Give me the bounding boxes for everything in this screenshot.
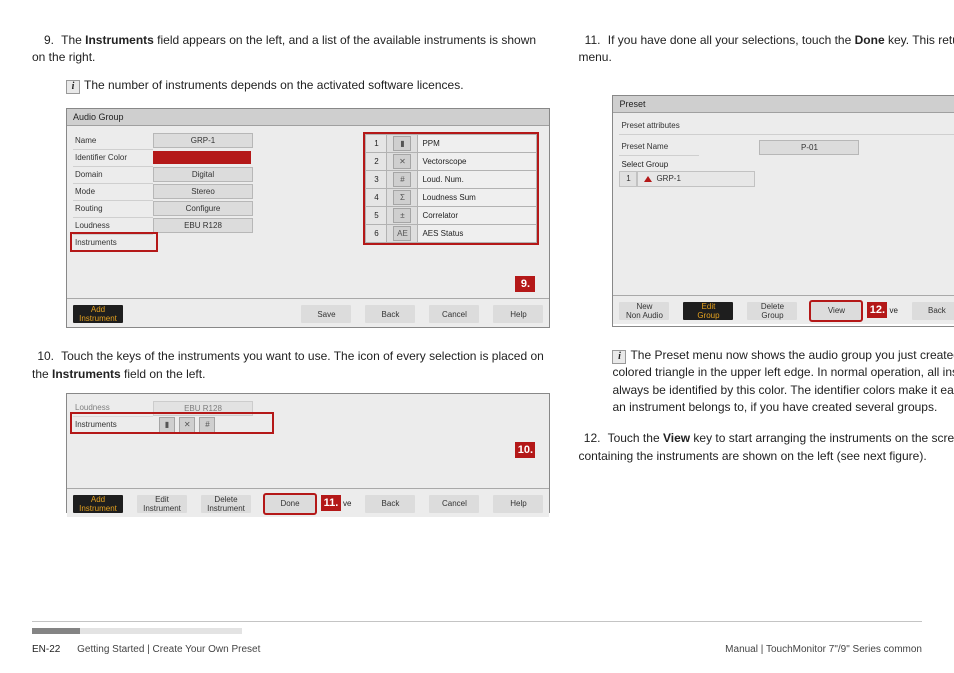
inst-num: 4 (366, 189, 387, 207)
value-preset-name[interactable]: P-01 (759, 140, 859, 155)
done-button[interactable]: Done (265, 495, 315, 513)
callout-11: 11. (321, 495, 341, 511)
left-column: 9. The Instruments field appears on the … (32, 32, 550, 621)
triangle-icon (644, 176, 652, 182)
ppm-icon: ▮ (393, 136, 411, 151)
bold-instruments: Instruments (52, 367, 121, 381)
step-text: Touch the (608, 431, 663, 445)
inst-loudnum[interactable]: Loud. Num. (418, 171, 537, 189)
note-11: iThe Preset menu now shows the audio gro… (612, 347, 954, 417)
new-non-audio-button[interactable]: New Non Audio (619, 302, 669, 320)
cancel-button[interactable]: Cancel (429, 495, 479, 513)
edit-instrument-button[interactable]: Edit Instrument (137, 495, 187, 513)
inst-num: 3 (366, 171, 387, 189)
step-text: menu. (578, 50, 611, 64)
page-number: EN-22 (32, 644, 60, 655)
cancel-button[interactable]: Cancel (429, 305, 479, 323)
panel-title: Audio Group (67, 109, 549, 126)
save-button[interactable]: Save (301, 305, 351, 323)
manual-title: Manual | TouchMonitor 7"/9" Series commo… (725, 644, 922, 655)
right-column: 11. If you have done all your selections… (578, 32, 954, 621)
edit-group-button[interactable]: Edit Group (683, 302, 733, 320)
note-text: The Preset menu now shows the audio grou… (612, 348, 954, 414)
correlator-icon: ± (393, 208, 411, 223)
step-number: 12. (578, 430, 600, 447)
instruments-field-highlight (70, 232, 158, 252)
view-button[interactable]: View (811, 302, 861, 320)
label-idcolor: Identifier Color (73, 149, 153, 167)
loudnum-icon: # (393, 172, 411, 187)
step-11: 11. If you have done all your selections… (578, 32, 954, 67)
step-9: 9. The Instruments field appears on the … (32, 32, 550, 67)
step-10: 10. Touch the keys of the instruments yo… (32, 348, 550, 383)
inst-loudsum[interactable]: Loudness Sum (418, 189, 537, 207)
note-9: i The number of instruments depends on th… (66, 77, 550, 94)
value-loudness[interactable]: EBU R128 (153, 218, 253, 233)
step-number: 9. (32, 32, 54, 49)
identifier-color-swatch[interactable] (153, 151, 251, 164)
select-group-label: Select Group (619, 156, 954, 171)
page-footer: EN-22 Getting Started | Create Your Own … (32, 621, 922, 655)
step-text: If you have done all your selections, to… (608, 33, 855, 47)
callout-12: 12. (867, 302, 887, 318)
callout-9: 9. (515, 276, 535, 292)
help-button[interactable]: Help (493, 305, 543, 323)
inst-num: 1 (366, 135, 387, 153)
progress-gauge (32, 628, 242, 634)
screenshot-instruments-selected: LoudnessEBU R128 Instruments ▮ ✕ # 10. (66, 393, 550, 513)
breadcrumb: Getting Started | Create Your Own Preset (77, 644, 260, 655)
inst-num: 6 (366, 225, 387, 243)
screenshot-audio-group: Audio Group NameGRP-1 Identifier Color D… (66, 108, 550, 328)
inst-ppm[interactable]: PPM (418, 135, 537, 153)
delete-instrument-button[interactable]: Delete Instrument (201, 495, 251, 513)
add-instrument-button[interactable]: Add Instrument (73, 495, 123, 513)
group-row-number: 1 (619, 171, 637, 187)
loudsum-icon: Σ (393, 190, 411, 205)
group-row-label: GRP-1 (656, 174, 680, 183)
delete-group-button[interactable]: Delete Group (747, 302, 797, 320)
info-icon: i (612, 350, 626, 364)
instruments-row-highlight (70, 412, 274, 434)
step-number: 10. (32, 348, 54, 365)
inst-num: 2 (366, 153, 387, 171)
callout-10: 10. (515, 442, 535, 458)
back-button[interactable]: Back (365, 495, 415, 513)
inst-num: 5 (366, 207, 387, 225)
covered-button-fragment: ve (889, 306, 897, 315)
info-icon: i (66, 80, 80, 94)
bold-instruments: Instruments (85, 33, 154, 47)
label-mode: Mode (73, 183, 153, 201)
aes-icon: AE (393, 226, 411, 241)
note-text: The number of instruments depends on the… (84, 78, 464, 92)
value-domain[interactable]: Digital (153, 167, 253, 182)
value-routing[interactable]: Configure (153, 201, 253, 216)
preset-attributes-label: Preset attributes (619, 119, 954, 135)
help-button[interactable]: Help (493, 495, 543, 513)
value-name[interactable]: GRP-1 (153, 133, 253, 148)
screenshot-preset: Preset Preset attributes Preset Name P-01… (612, 95, 954, 327)
back-button[interactable]: Back (365, 305, 415, 323)
add-instrument-panel: 1 ▮ PPM 2 ✕ Vectorscope 3 # Loud. Num. 4Σ Loudn… (363, 132, 539, 245)
inst-correlator[interactable]: Correlator (418, 207, 537, 225)
step-text: The (61, 33, 85, 47)
group-row[interactable]: GRP-1 (637, 171, 755, 187)
add-instrument-button[interactable]: Add Instrument (73, 305, 123, 323)
vectorscope-icon: ✕ (393, 154, 411, 169)
inst-vectorscope[interactable]: Vectorscope (418, 153, 537, 171)
label-domain: Domain (73, 166, 153, 184)
step-text: field on the left. (121, 367, 206, 381)
step-12: 12. Touch the View key to start arrangin… (578, 430, 954, 465)
bold-view: View (663, 431, 690, 445)
panel-title: Preset (613, 96, 954, 113)
label-preset-name: Preset Name (619, 138, 699, 156)
label-name: Name (73, 132, 153, 150)
bold-done: Done (855, 33, 885, 47)
value-mode[interactable]: Stereo (153, 184, 253, 199)
covered-button-fragment: ve (343, 499, 351, 508)
step-text: key. This returns you to the (885, 33, 954, 47)
step-number: 11. (578, 32, 600, 49)
inst-aes[interactable]: AES Status (418, 225, 537, 243)
label-routing: Routing (73, 200, 153, 218)
back-button[interactable]: Back (912, 302, 954, 320)
